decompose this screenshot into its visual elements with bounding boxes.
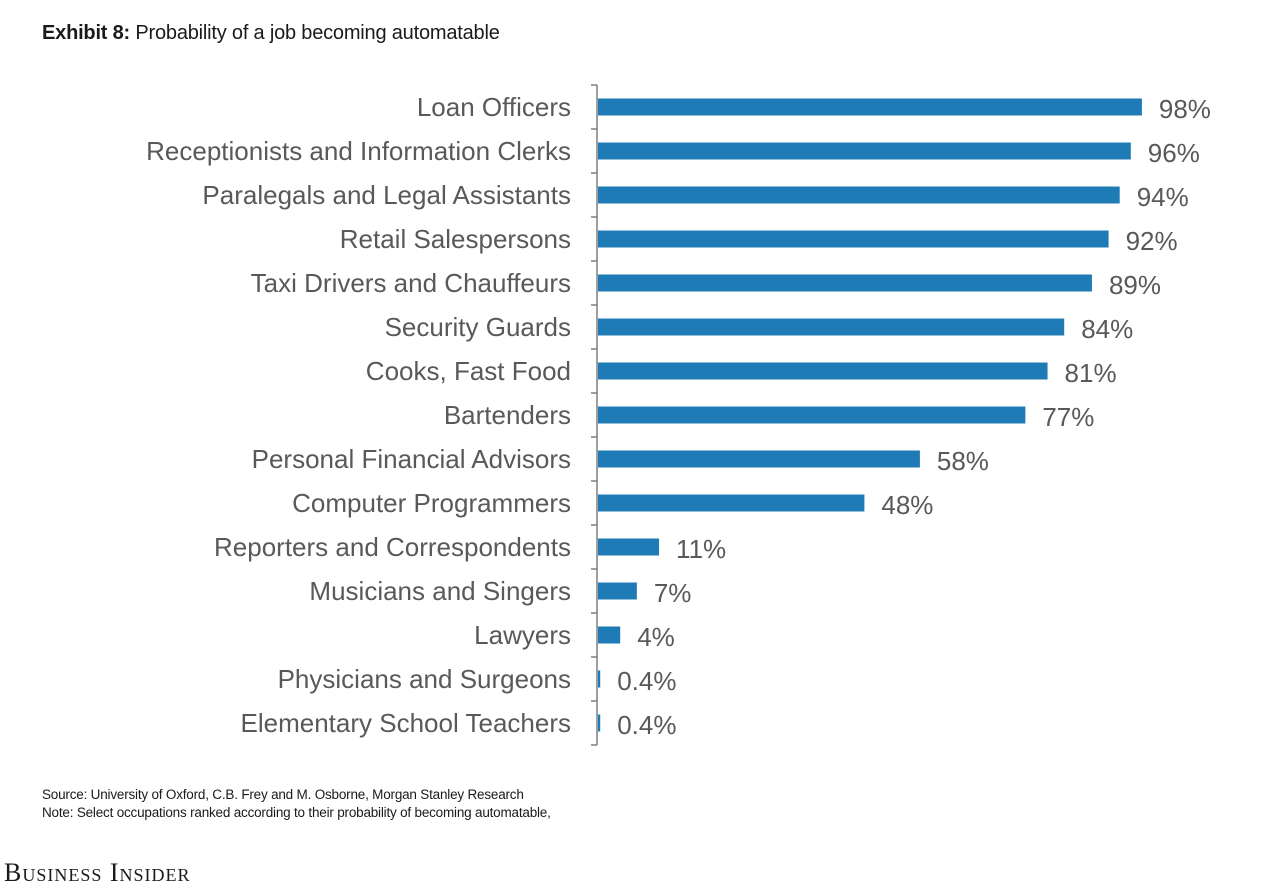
value-label: 89%: [1109, 270, 1161, 300]
category-label: Musicians and Singers: [309, 576, 571, 606]
category-label: Security Guards: [385, 312, 571, 342]
bar: [598, 186, 1120, 204]
bar: [598, 142, 1131, 160]
value-label: 92%: [1126, 226, 1178, 256]
value-label: 96%: [1148, 138, 1200, 168]
category-label: Receptionists and Information Clerks: [146, 136, 571, 166]
bar: [598, 274, 1092, 292]
bar: [598, 494, 865, 512]
bar: [598, 626, 621, 644]
category-label: Loan Officers: [417, 92, 571, 122]
value-label: 81%: [1065, 358, 1117, 388]
category-label: Physicians and Surgeons: [278, 664, 571, 694]
chart-title: Exhibit 8: Probability of a job becoming…: [42, 22, 500, 45]
category-label: Cooks, Fast Food: [366, 356, 571, 386]
bar: [598, 406, 1026, 424]
bar: [598, 98, 1142, 116]
value-label: 84%: [1081, 314, 1133, 344]
publisher-logo: Business Insider: [4, 858, 191, 887]
category-label: Reporters and Correspondents: [214, 532, 571, 562]
bar: [598, 670, 601, 688]
category-label: Lawyers: [474, 620, 571, 650]
value-label: 11%: [676, 534, 726, 564]
category-label: Paralegals and Legal Assistants: [202, 180, 571, 210]
category-label: Elementary School Teachers: [241, 708, 571, 738]
exhibit-label: Exhibit 8:: [42, 22, 131, 44]
bar: [598, 230, 1109, 248]
value-label: 7%: [654, 578, 692, 608]
category-label: Personal Financial Advisors: [252, 444, 571, 474]
value-label: 0.4%: [617, 710, 676, 740]
category-label: Bartenders: [444, 400, 571, 430]
exhibit-title-text: Probability of a job becoming automatabl…: [135, 22, 500, 44]
bar: [598, 450, 920, 468]
value-label: 4%: [637, 622, 675, 652]
value-label: 48%: [881, 490, 933, 520]
value-label: 94%: [1137, 182, 1189, 212]
value-label: 0.4%: [617, 666, 676, 696]
bar: [598, 362, 1048, 380]
category-label: Retail Salespersons: [340, 224, 571, 254]
bar: [598, 538, 660, 556]
category-label: Taxi Drivers and Chauffeurs: [251, 268, 571, 298]
bar: [598, 714, 601, 732]
footer-notes: Source: University of Oxford, C.B. Frey …: [42, 786, 551, 822]
methodology-note: Note: Select occupations ranked accordin…: [42, 805, 551, 820]
value-label: 77%: [1042, 402, 1094, 432]
bar: [598, 582, 637, 600]
value-label: 98%: [1159, 94, 1211, 124]
category-label: Computer Programmers: [292, 488, 571, 518]
source-note: Source: University of Oxford, C.B. Frey …: [42, 787, 524, 802]
bar-chart: Loan Officers 98% Receptionists and Inform…: [146, 84, 1211, 746]
bar: [598, 318, 1065, 336]
value-label: 58%: [937, 446, 989, 476]
